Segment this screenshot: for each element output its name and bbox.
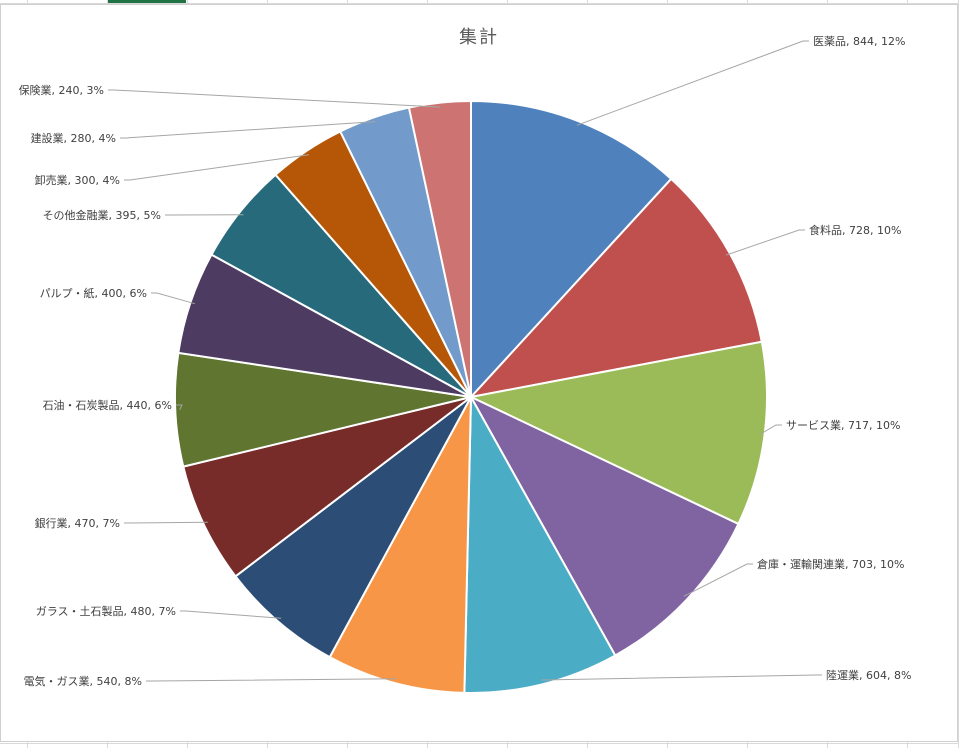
data-label[interactable]: 陸運業, 604, 8% [826, 669, 911, 682]
pie-slice[interactable] [407, 99, 472, 398]
leader-line [759, 424, 782, 435]
leader-line [108, 89, 441, 108]
pie-slice[interactable] [470, 99, 673, 400]
data-label[interactable]: 石油・石炭製品, 440, 6% [43, 398, 172, 412]
leader-line [180, 610, 282, 619]
sheet-right-edge [958, 0, 967, 748]
leader-line [725, 229, 805, 256]
data-label[interactable]: 卸売業, 300, 4% [35, 173, 120, 187]
data-label[interactable]: パルプ・紙, 400, 6% [40, 286, 147, 300]
leader-line [541, 674, 822, 681]
data-label[interactable]: ガラス・土石製品, 480, 7% [36, 604, 176, 618]
pie-slice[interactable] [182, 396, 472, 578]
pie-slice[interactable] [468, 394, 740, 657]
leader-line [146, 678, 397, 682]
data-label[interactable]: その他金融業, 395, 5% [43, 208, 161, 222]
data-label[interactable]: 保険業, 240, 3% [19, 83, 104, 97]
leader-lines [108, 40, 822, 682]
leader-line [151, 292, 195, 305]
leader-line [176, 404, 183, 411]
leader-line [124, 521, 208, 524]
data-label[interactable]: 医薬品, 844, 12% [813, 35, 905, 48]
pie-slice[interactable] [328, 396, 472, 694]
leader-line [683, 563, 753, 597]
pie-slices [174, 99, 768, 694]
pie-slice[interactable] [463, 393, 617, 694]
data-labels: 医薬品, 844, 12% 食料品, 728, 10% サービス業, 717, 10… [19, 35, 912, 688]
leader-line [576, 40, 809, 126]
data-label[interactable]: 電気・ガス業, 540, 8% [24, 674, 142, 688]
chart-title[interactable]: 集計 [459, 27, 499, 48]
pie-slice[interactable] [468, 177, 763, 399]
data-label[interactable]: 倉庫・運輸関連業, 703, 10% [757, 557, 904, 571]
data-label[interactable]: 食料品, 728, 10% [809, 223, 901, 237]
selected-column-indicator [108, 0, 186, 3]
pie-slice[interactable] [234, 396, 472, 659]
leader-line [120, 121, 376, 139]
data-label[interactable]: 銀行業, 470, 7% [35, 516, 120, 530]
pie-slice[interactable] [467, 340, 768, 526]
data-label[interactable]: サービス業, 717, 10% [786, 419, 900, 432]
data-label[interactable]: 建設業, 280, 4% [31, 131, 116, 145]
leader-line [124, 154, 309, 181]
